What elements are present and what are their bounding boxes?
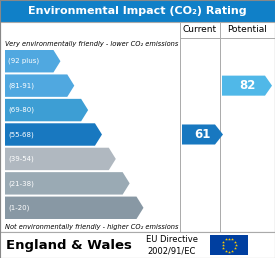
Text: Environmental Impact (CO₂) Rating: Environmental Impact (CO₂) Rating <box>28 6 247 16</box>
Text: Potential: Potential <box>228 26 267 35</box>
Text: (55-68): (55-68) <box>8 131 34 138</box>
Text: Current: Current <box>183 26 217 35</box>
Text: F: F <box>131 178 137 188</box>
Text: 61: 61 <box>194 128 211 141</box>
Bar <box>0 22 275 232</box>
Text: (1-20): (1-20) <box>8 205 29 211</box>
Text: C: C <box>89 105 96 115</box>
Bar <box>0 0 275 22</box>
Text: B: B <box>75 81 83 91</box>
Polygon shape <box>182 124 223 144</box>
Text: A: A <box>61 56 69 66</box>
Polygon shape <box>5 74 74 97</box>
Text: G: G <box>144 203 152 213</box>
Polygon shape <box>222 76 272 96</box>
Polygon shape <box>5 148 116 170</box>
Text: (21-38): (21-38) <box>8 180 34 187</box>
Text: Not environmentally friendly - higher CO₂ emissions: Not environmentally friendly - higher CO… <box>5 223 178 230</box>
Text: (69-80): (69-80) <box>8 107 34 113</box>
Text: (92 plus): (92 plus) <box>8 58 39 64</box>
Polygon shape <box>5 197 144 219</box>
Polygon shape <box>5 172 130 195</box>
Polygon shape <box>5 123 102 146</box>
Polygon shape <box>5 99 88 121</box>
Bar <box>0 232 275 258</box>
Text: (81-91): (81-91) <box>8 82 34 89</box>
Text: (39-54): (39-54) <box>8 156 34 162</box>
Text: EU Directive
2002/91/EC: EU Directive 2002/91/EC <box>146 235 198 255</box>
Polygon shape <box>5 50 60 72</box>
Text: Very environmentally friendly - lower CO₂ emissions: Very environmentally friendly - lower CO… <box>5 41 178 46</box>
Bar <box>210 235 248 255</box>
Text: D: D <box>103 130 111 140</box>
Text: 82: 82 <box>239 79 255 92</box>
Text: E: E <box>117 154 123 164</box>
Text: England & Wales: England & Wales <box>6 238 132 252</box>
